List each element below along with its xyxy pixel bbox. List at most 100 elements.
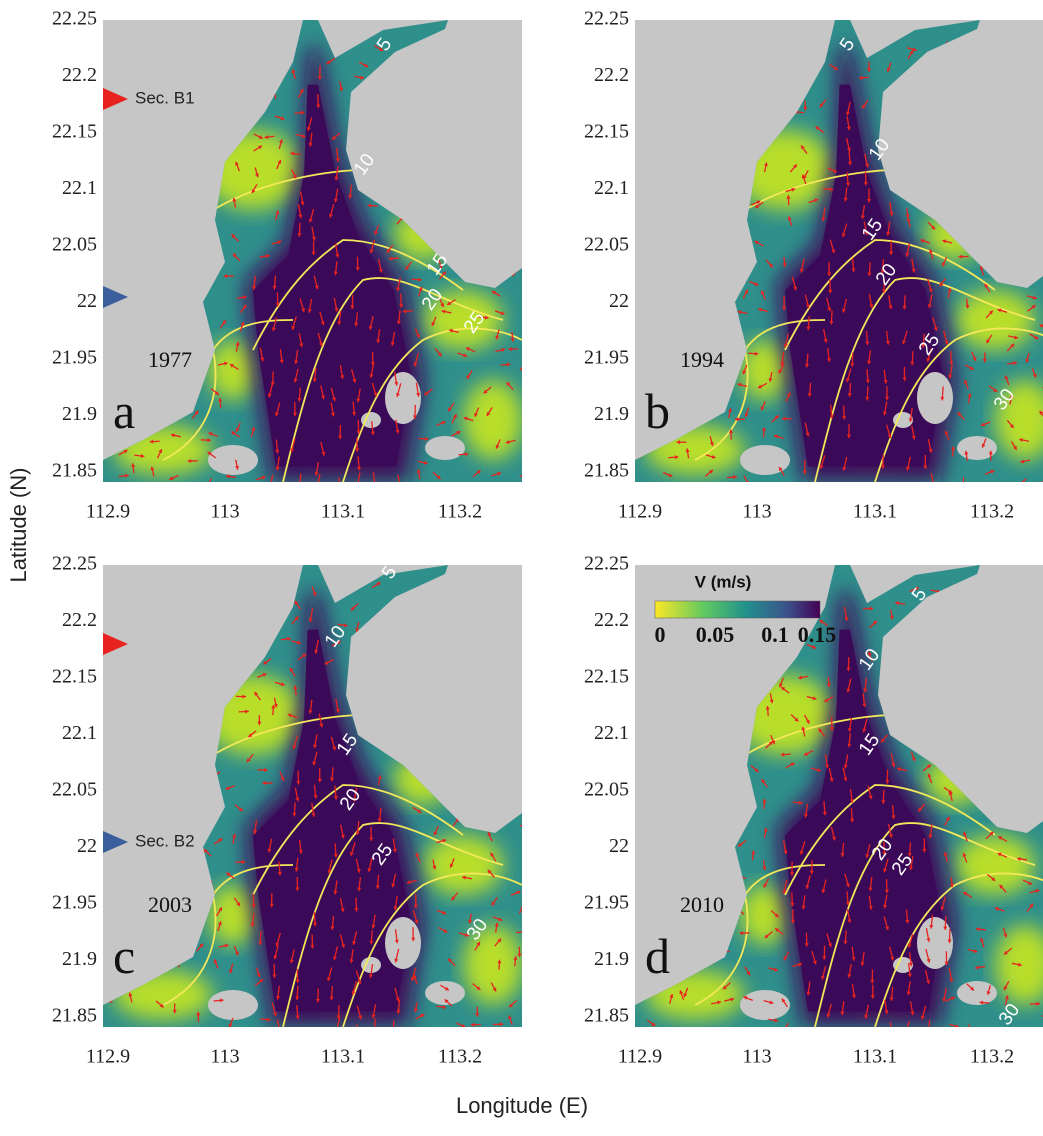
arrow-head	[234, 951, 239, 956]
arrow-head	[218, 397, 223, 402]
arrow-head	[762, 866, 767, 871]
arrow-head	[883, 379, 888, 384]
arrow-head	[947, 288, 952, 292]
arrow-head	[321, 451, 326, 456]
arrow-head	[402, 309, 407, 314]
arrow-head	[371, 1014, 376, 1019]
arrow-head	[840, 853, 845, 857]
arrow-head	[390, 341, 395, 346]
arrow-head	[265, 254, 270, 259]
island	[740, 990, 790, 1020]
arrow-head	[377, 775, 382, 780]
arrow-head	[887, 434, 892, 439]
arrow-head	[890, 956, 895, 961]
arrow-head	[332, 397, 336, 402]
y-tick-label: 22	[77, 835, 97, 857]
arrow-head	[340, 908, 345, 912]
arrow-head	[756, 200, 761, 205]
arrow-head	[271, 705, 276, 709]
arrow-head	[448, 407, 452, 412]
arrow-head	[418, 277, 422, 282]
arrow-head	[1019, 437, 1023, 443]
arrow-head	[317, 76, 322, 80]
arrow-head	[299, 343, 304, 348]
arrow-head	[330, 926, 335, 930]
island	[893, 957, 913, 973]
arrow-head	[967, 393, 972, 398]
arrow-head	[746, 971, 751, 976]
arrow-head	[1025, 358, 1030, 363]
arrow-head	[522, 372, 526, 376]
arrow-head	[295, 1015, 300, 1020]
arrow-head	[997, 852, 1002, 857]
arrow-head	[911, 757, 916, 761]
channel-core	[252, 629, 412, 1012]
arrow-head	[487, 869, 492, 874]
velocity-arrow	[353, 1024, 358, 1027]
arrow-head	[786, 392, 791, 397]
arrow-head	[975, 965, 979, 970]
arrow-head	[297, 640, 302, 645]
arrow-head	[786, 195, 791, 199]
arrow-head	[888, 305, 893, 310]
arrow-head	[187, 458, 192, 463]
arrow-head	[774, 967, 779, 972]
x-tick-label: 113.2	[438, 1046, 482, 1068]
arrow-head	[506, 362, 511, 367]
arrow-head	[883, 904, 888, 909]
arrow-head	[1009, 424, 1014, 429]
arrow-head	[763, 883, 768, 888]
arrow-head	[927, 304, 932, 309]
arrow-head	[312, 761, 317, 766]
arrow-head	[972, 356, 977, 361]
arrow-head	[864, 231, 869, 236]
arrow-head	[372, 483, 376, 487]
arrow-head	[272, 1012, 277, 1017]
arrow-head	[850, 818, 855, 823]
arrow-head	[280, 682, 285, 687]
arrow-head	[780, 362, 785, 366]
arrow-head	[275, 210, 280, 215]
arrow-head	[354, 908, 359, 912]
arrow-head	[822, 811, 827, 816]
y-tick-label: 22.2	[594, 609, 629, 631]
arrow-head	[395, 997, 400, 1002]
arrow-head	[462, 875, 466, 880]
arrow-head	[886, 231, 891, 236]
arrow-head	[864, 163, 869, 168]
arrow-head	[828, 943, 833, 948]
arrow-head	[333, 271, 338, 276]
map-panel: 5101520251977a22.2522.222.1522.122.05222…	[52, 8, 526, 523]
arrow-head	[229, 969, 234, 974]
arrow-head	[926, 938, 931, 942]
island	[740, 445, 790, 475]
arrow-head	[513, 956, 518, 960]
arrow-head	[869, 606, 874, 611]
arrow-head	[895, 601, 899, 606]
arrow-head	[973, 948, 978, 954]
arrow-head	[862, 728, 867, 733]
arrow-head	[931, 483, 935, 487]
arrow-head	[812, 696, 817, 701]
arrow-head	[807, 393, 812, 397]
section-marker-b2	[103, 831, 128, 853]
arrow-head	[433, 831, 438, 836]
arrow-head	[274, 412, 279, 417]
island	[957, 981, 997, 1005]
low-velocity	[955, 290, 1035, 350]
arrow-head	[310, 945, 315, 949]
arrow-head	[669, 993, 674, 998]
arrow-head	[809, 870, 814, 875]
arrow-head	[356, 868, 361, 873]
arrow-head	[341, 943, 346, 948]
colorbar-label: 0.1	[761, 622, 789, 647]
arrow-head	[884, 1010, 889, 1014]
arrow-head	[169, 476, 174, 481]
y-tick-label: 22.1	[62, 722, 97, 744]
panel-letter: c	[113, 928, 135, 984]
isobath	[212, 169, 364, 211]
arrow-head	[339, 87, 344, 92]
arrow-head	[275, 449, 280, 454]
arrow-head	[449, 863, 454, 868]
arrow-head	[499, 1022, 504, 1027]
